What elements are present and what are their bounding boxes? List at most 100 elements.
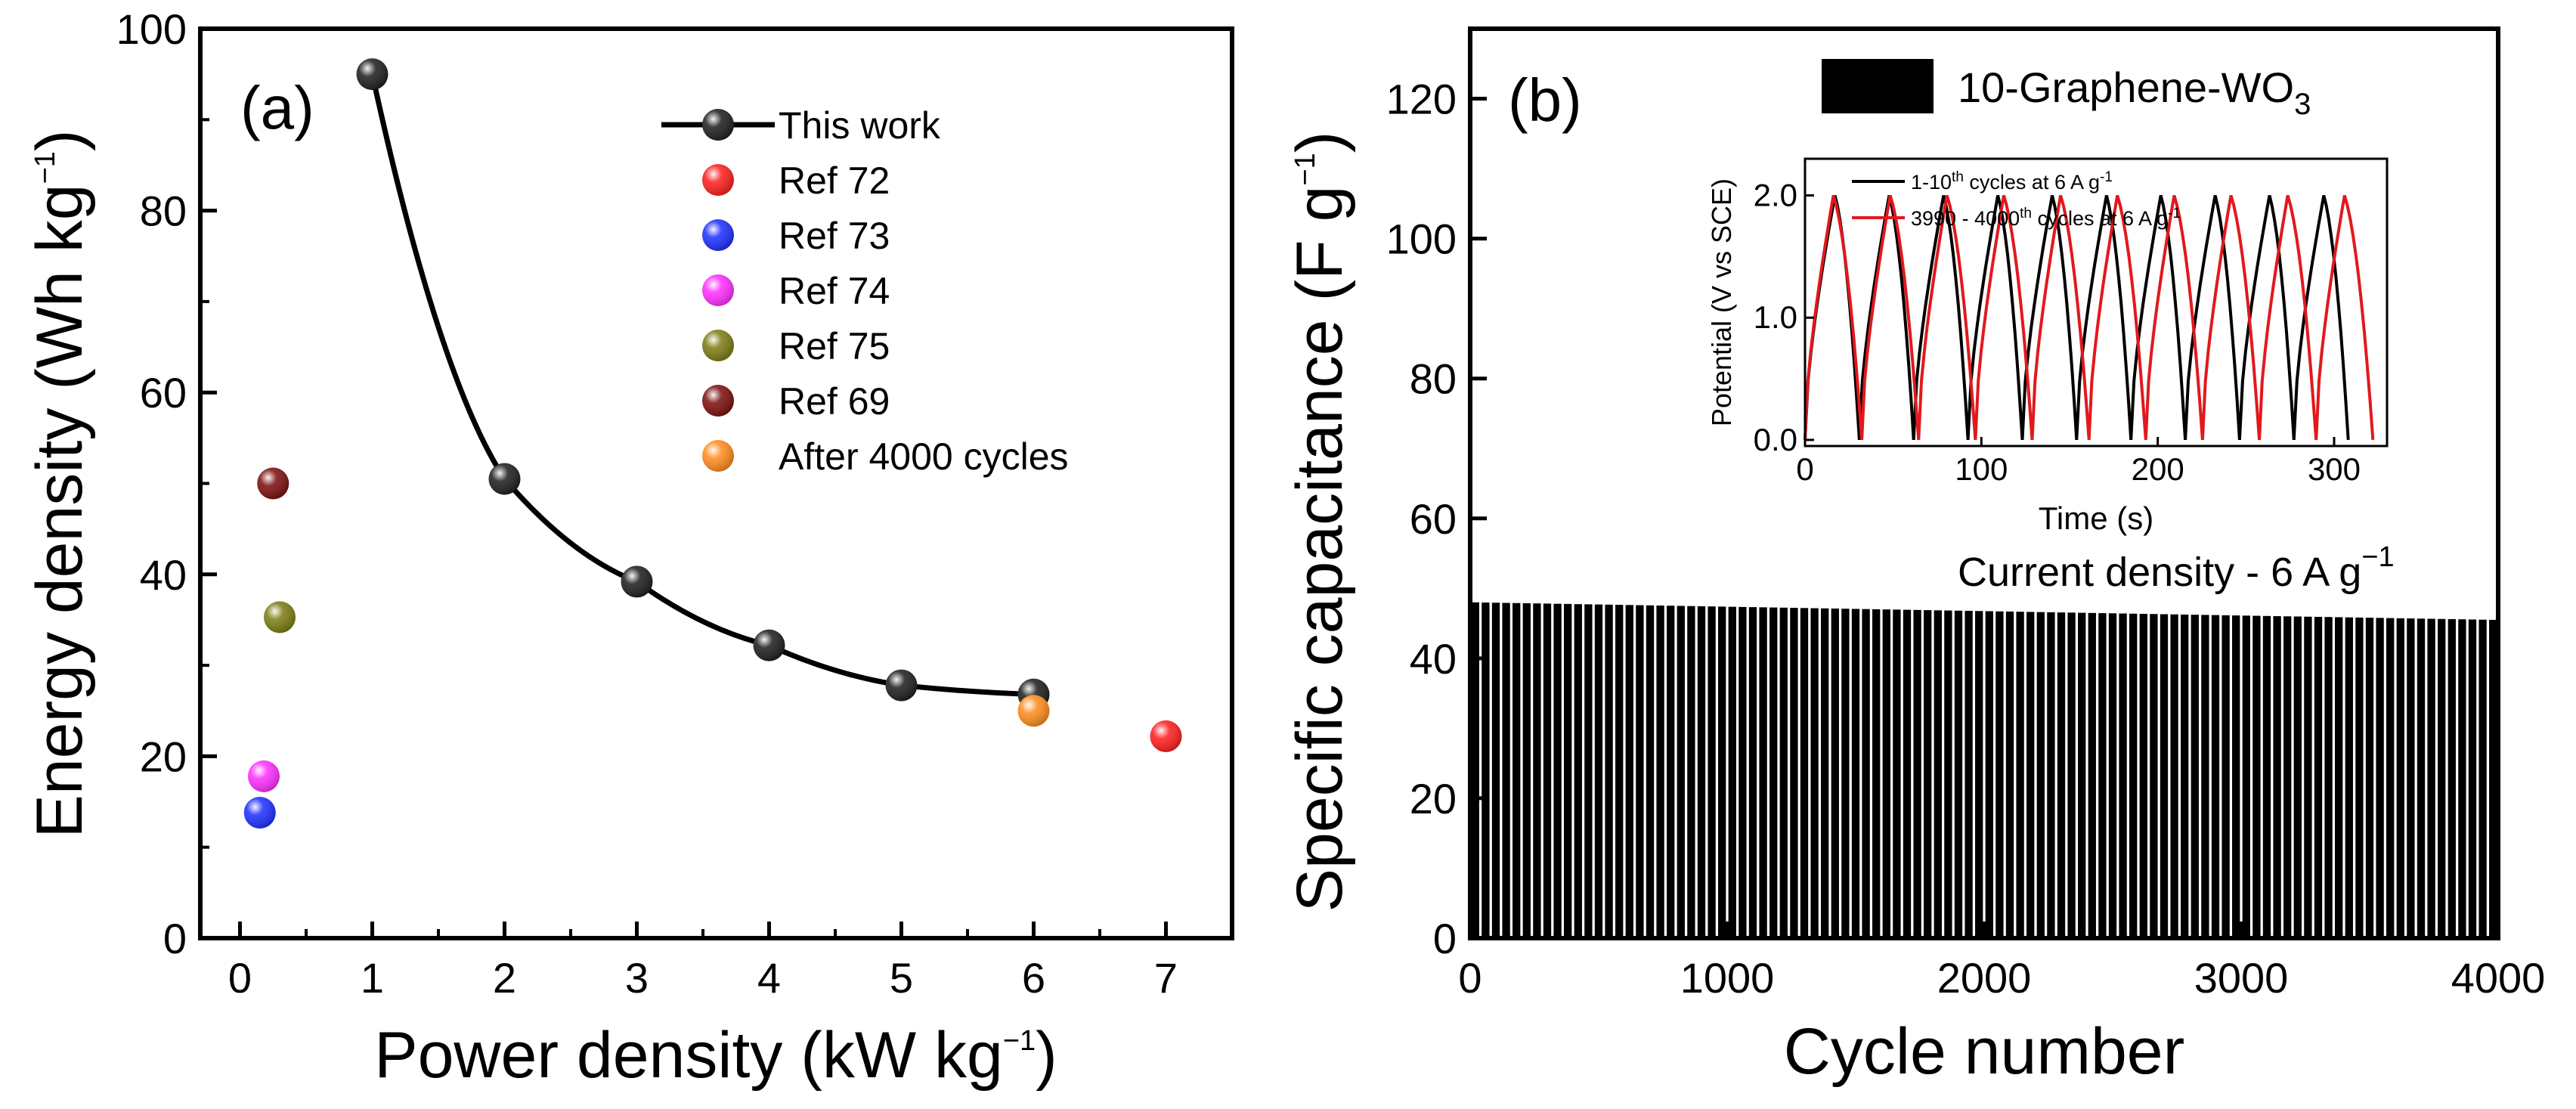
y-tick-label: 20: [1410, 775, 1457, 822]
capacitance-bar: [1687, 606, 1695, 938]
capacitance-bar: [1851, 609, 1860, 938]
capacitance-bar: [2191, 615, 2199, 938]
inset-ticks: 0 100 200 300 0.0 1.0 2.0: [1754, 178, 2361, 487]
capacitance-bar: [2016, 612, 2024, 938]
legend-marker: [702, 164, 734, 196]
capacitance-bar: [1656, 606, 1664, 938]
capacitance-bar: [1512, 603, 1521, 938]
capacitance-bar: [2458, 619, 2466, 938]
capacitance-bar: [1738, 606, 1747, 938]
legend-marker: [702, 440, 734, 472]
capacitance-bar: [1667, 606, 1675, 938]
inset-frame: [1804, 157, 2389, 448]
capacitance-bar: [1677, 606, 1685, 938]
x-tick-label: 2: [493, 954, 516, 1002]
capacitance-bar: [2376, 618, 2384, 938]
inset-ylabel: Potential (V vs SCE): [1706, 178, 1737, 426]
capacitance-bar: [2252, 615, 2261, 938]
capacitance-bar: [2078, 612, 2086, 938]
capacitance-bar: [2067, 612, 2076, 938]
capacitance-bar: [2262, 615, 2271, 938]
capacitance-bar: [1985, 611, 1993, 938]
capacitance-bar: [1574, 604, 1582, 938]
y-tick-label: 100: [1386, 215, 1457, 263]
y-tick-label: 40: [140, 551, 187, 599]
y-tick-label: 0: [1433, 915, 1457, 962]
data-point-this-work: [356, 58, 389, 91]
capacitance-bar: [2005, 611, 2014, 938]
capacitance-bar: [1790, 608, 1798, 938]
y-tick-label: 20: [140, 733, 187, 780]
legend-item: This work: [661, 104, 941, 147]
capacitance-bar: [2221, 615, 2230, 938]
data-point-this-work: [885, 669, 918, 702]
panel-b-legend-label: 10-Graphene-WO3: [1958, 64, 2311, 121]
panel-a-label: (a): [240, 74, 314, 141]
x-tick-label: 0: [228, 954, 252, 1002]
capacitance-bar: [1862, 609, 1870, 938]
x-tick-label: 3: [625, 954, 649, 1002]
y-tick-label: 80: [140, 187, 187, 235]
legend-item: Ref 72: [702, 160, 890, 202]
capacitance-bar: [2170, 614, 2178, 938]
capacitance-bar: [2396, 618, 2404, 938]
panel-a-ylabel: Energy density (Wh kg−1): [23, 129, 96, 838]
data-point-this-work: [621, 565, 653, 598]
capacitance-bars: [1471, 602, 2497, 938]
capacitance-bar: [1594, 604, 1603, 938]
legend-item: Ref 74: [702, 270, 890, 312]
y-tick-label: 100: [116, 5, 187, 53]
capacitance-bar: [2026, 612, 2035, 938]
capacitance-bar: [2304, 616, 2312, 938]
capacitance-bar: [2407, 618, 2415, 938]
panel-a-xlabel: Power density (kW kg−1): [374, 1019, 1057, 1092]
capacitance-bar: [2335, 617, 2343, 938]
capacitance-bar: [1502, 603, 1510, 938]
x-tick-label: 4000: [2451, 954, 2546, 1002]
panel-a: 0 1 2 3 4 5 6 7 0 20 40 60 80 100 (a) This work Ref 72…: [23, 5, 1234, 1092]
capacitance-bar: [1810, 608, 1819, 938]
capacitance-bar: [1708, 606, 1716, 938]
capacitance-bar: [2293, 616, 2302, 938]
inset-series-line: [1804, 194, 2375, 441]
capacitance-bar: [1615, 605, 1624, 938]
legend-label: After 4000 cycles: [779, 435, 1069, 478]
capacitance-bar: [1553, 603, 1562, 938]
capacitance-bar: [2057, 612, 2066, 938]
legend-label: This work: [779, 104, 941, 147]
capacitance-bar: [1965, 611, 1973, 938]
data-point-after-4000-cycles: [1017, 695, 1050, 727]
inset-y-tick-label: 2.0: [1754, 178, 1797, 213]
capacitance-bar: [1605, 604, 1613, 938]
inset-lines: [1804, 194, 2375, 441]
capacitance-bar: [2108, 613, 2117, 938]
capacitance-bar: [1924, 610, 1932, 938]
capacitance-bar: [2438, 618, 2446, 938]
x-tick-label: 2000: [1937, 954, 2032, 1002]
capacitance-bar: [2098, 613, 2107, 938]
inset-x-tick-label: 100: [1955, 451, 2008, 487]
capacitance-bar: [1543, 603, 1552, 938]
capacitance-bar: [1831, 608, 1839, 938]
inset-y-tick-label: 1.0: [1754, 299, 1797, 335]
data-point-ref-73: [243, 796, 276, 829]
capacitance-bar: [2283, 616, 2292, 938]
legend-label: Ref 74: [779, 270, 890, 312]
legend-marker: [702, 330, 734, 361]
panel-b-label: (b): [1508, 67, 1582, 134]
inset-legend-label: 1-10th cycles at 6 A g-1: [1911, 169, 2113, 194]
legend-label: Ref 73: [779, 215, 890, 257]
capacitance-bar: [1975, 611, 1983, 938]
legend-marker: [702, 274, 734, 306]
panel-a-points: [243, 58, 1182, 829]
x-tick-label: 3000: [2194, 954, 2289, 1002]
data-point-ref-69: [257, 467, 289, 500]
y-tick-label: 0: [163, 915, 187, 962]
capacitance-bar: [1841, 609, 1850, 938]
inset-x-tick-label: 300: [2308, 451, 2361, 487]
capacitance-bar: [1954, 610, 1963, 938]
panel-b-legend-swatch: [1822, 59, 1934, 113]
data-point-this-work: [488, 463, 521, 495]
capacitance-bar: [2448, 619, 2456, 938]
y-tick-label: 60: [140, 369, 187, 417]
